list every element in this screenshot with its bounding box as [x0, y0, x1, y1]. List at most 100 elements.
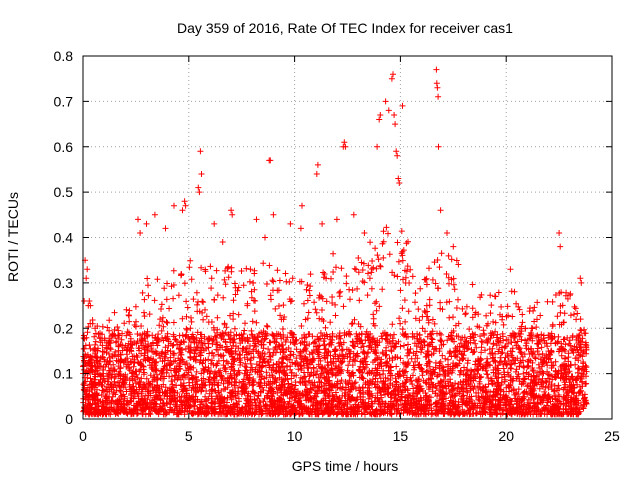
- background-point: [514, 355, 521, 362]
- background-point: [525, 336, 531, 343]
- background-point: [477, 374, 484, 381]
- background-point: [275, 343, 282, 350]
- background-point: [416, 361, 423, 368]
- background-point: [522, 325, 529, 332]
- background-point: [517, 349, 524, 356]
- background-point: [327, 340, 333, 347]
- background-point: [138, 323, 145, 329]
- background-point: [464, 402, 471, 409]
- background-point: [429, 388, 436, 395]
- background-point: [140, 363, 147, 370]
- background-point: [429, 371, 436, 378]
- background-point: [252, 368, 259, 375]
- background-point: [490, 318, 497, 325]
- background-point: [427, 330, 433, 337]
- background-point: [391, 331, 397, 338]
- background-point: [154, 276, 161, 283]
- background-point: [333, 411, 340, 418]
- background-point: [145, 292, 152, 299]
- background-point: [423, 393, 430, 400]
- background-point: [283, 337, 290, 343]
- background-point: [98, 391, 105, 398]
- background-point: [179, 399, 185, 406]
- background-point: [332, 312, 339, 319]
- background-point: [496, 397, 503, 404]
- background-point: [395, 402, 402, 409]
- background-point: [228, 396, 235, 403]
- background-point: [203, 313, 210, 320]
- background-point: [441, 406, 448, 413]
- background-point: [393, 363, 400, 370]
- background-point: [92, 401, 99, 408]
- background-point: [223, 324, 230, 331]
- background-point: [467, 333, 474, 340]
- background-point: [298, 323, 305, 329]
- background-point: [331, 346, 338, 353]
- background-point: [328, 275, 334, 282]
- background-point: [231, 357, 238, 364]
- background-point: [192, 393, 199, 400]
- background-point: [239, 387, 246, 394]
- background-point: [534, 340, 540, 347]
- background-point: [100, 406, 107, 413]
- background-point: [314, 383, 321, 390]
- background-point: [152, 367, 159, 374]
- background-point: [534, 369, 541, 376]
- background-point: [269, 374, 276, 381]
- background-point: [421, 308, 428, 314]
- background-point: [580, 396, 587, 403]
- background-point: [463, 338, 470, 344]
- background-point: [531, 354, 538, 361]
- background-point: [368, 285, 375, 292]
- background-point: [383, 359, 389, 366]
- background-point: [188, 314, 194, 321]
- background-point: [208, 399, 215, 406]
- background-point: [537, 312, 544, 319]
- background-point: [359, 340, 366, 347]
- background-point: [157, 355, 164, 362]
- background-point: [85, 323, 92, 330]
- background-point: [507, 381, 514, 388]
- background-point: [454, 343, 461, 350]
- background-point: [337, 335, 344, 342]
- background-point: [111, 309, 118, 316]
- background-point: [455, 296, 461, 303]
- background-point: [405, 391, 412, 398]
- background-point: [87, 375, 94, 382]
- background-point: [235, 410, 241, 417]
- background-point: [404, 352, 411, 359]
- background-point: [385, 230, 391, 237]
- background-point: [437, 358, 444, 365]
- background-point: [399, 401, 406, 408]
- background-point: [100, 370, 107, 377]
- background-point: [360, 343, 367, 350]
- background-point: [123, 332, 130, 339]
- background-point: [176, 363, 182, 370]
- background-point: [121, 393, 128, 400]
- background-point: [543, 359, 550, 366]
- background-point: [554, 387, 561, 394]
- background-point: [452, 392, 459, 399]
- background-point: [230, 316, 237, 323]
- background-point: [273, 379, 280, 386]
- background-point: [430, 350, 437, 357]
- background-point: [321, 354, 328, 361]
- background-point: [338, 377, 345, 384]
- background-point: [175, 355, 182, 362]
- background-point: [148, 342, 155, 349]
- background-point: [306, 292, 313, 299]
- background-point: [249, 332, 256, 339]
- background-point: [124, 397, 131, 404]
- background-point: [419, 372, 426, 379]
- background-point: [406, 349, 413, 356]
- background-point: [397, 343, 404, 350]
- background-point: [567, 342, 574, 349]
- background-point: [569, 411, 575, 418]
- background-point: [356, 384, 363, 391]
- background-point: [139, 289, 146, 296]
- background-point: [529, 325, 536, 332]
- background-point: [187, 257, 194, 264]
- background-point: [228, 264, 235, 271]
- background-point: [299, 356, 305, 363]
- background-point: [510, 357, 517, 364]
